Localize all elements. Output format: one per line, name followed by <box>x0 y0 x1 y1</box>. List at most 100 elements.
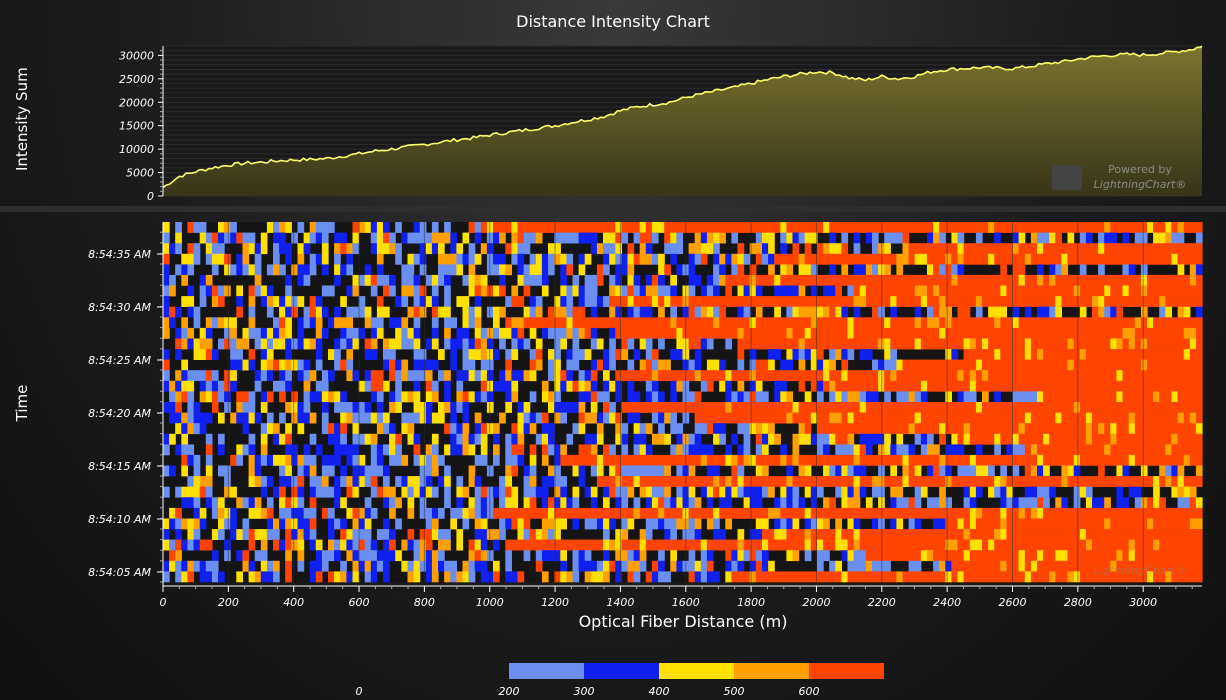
heatmap-cell <box>829 476 836 487</box>
heatmap-cell <box>1153 285 1160 297</box>
heatmap-cell <box>1177 507 1185 519</box>
heatmap-cell <box>1122 264 1130 276</box>
heatmap-cell <box>755 391 763 403</box>
heatmap-cell <box>713 529 720 540</box>
heatmap-cell <box>352 507 360 519</box>
heatmap-cell <box>792 317 800 329</box>
heatmap-cell <box>395 327 402 339</box>
heatmap-cell <box>951 285 959 297</box>
heatmap-cell <box>774 454 781 466</box>
heatmap-cell <box>395 370 402 382</box>
heatmap-cell <box>743 391 751 403</box>
heatmap-cell <box>486 507 494 519</box>
heatmap-cell <box>804 507 812 519</box>
heatmap-cell <box>218 380 225 392</box>
heatmap-cell <box>493 486 500 498</box>
heatmap-cell <box>548 264 555 276</box>
heatmap-cell <box>731 412 739 424</box>
heatmap-cell <box>664 486 671 498</box>
heatmap-cell <box>994 560 1001 572</box>
heatmap-cell <box>560 253 567 265</box>
heatmap-cell <box>181 560 188 572</box>
heatmap-cell <box>615 423 622 435</box>
heatmap-cell <box>804 423 812 435</box>
heatmap-cell <box>370 327 378 339</box>
heatmap-cell <box>468 274 476 286</box>
heatmap-cell <box>328 285 335 297</box>
heatmap-cell <box>291 529 298 540</box>
heatmap-cell <box>896 476 904 487</box>
heatmap-cell <box>1049 264 1056 276</box>
heatmap-cell <box>1079 253 1087 265</box>
heatmap-cell <box>847 222 855 233</box>
heatmap-cell <box>1079 433 1087 445</box>
heatmap-cell <box>676 518 684 530</box>
heatmap-cell <box>798 359 806 371</box>
heatmap-cell <box>914 423 922 435</box>
heatmap-cell <box>370 338 378 350</box>
heatmap-cell <box>1043 402 1050 413</box>
heatmap-cell <box>731 274 739 286</box>
heatmap-cell <box>444 486 451 498</box>
heatmap-cell <box>841 412 849 424</box>
heatmap-cell <box>572 539 580 551</box>
heatmap-cell <box>755 243 763 255</box>
heatmap-cell <box>847 370 855 382</box>
heatmap-cell <box>1098 476 1105 487</box>
heatmap-cell <box>340 433 347 445</box>
heatmap-cell <box>1110 529 1117 540</box>
heatmap-cell <box>1122 497 1130 509</box>
heatmap-cell <box>609 327 616 339</box>
heatmap-cell <box>1067 465 1075 477</box>
heatmap-cell <box>321 507 329 519</box>
heatmap-cell <box>762 243 769 255</box>
heatmap-cell <box>713 518 720 530</box>
heatmap-cell <box>933 264 940 276</box>
heatmap-cell <box>645 486 653 498</box>
heatmap-cell <box>511 497 519 509</box>
heatmap-cell <box>737 476 745 487</box>
heatmap-cell <box>786 571 794 583</box>
heatmap-cell <box>664 539 671 551</box>
heatmap-cell <box>1061 571 1069 583</box>
top-y-tick-label: 15000 <box>119 120 154 133</box>
heatmap-cell <box>688 264 696 276</box>
heatmap-cell <box>957 550 965 562</box>
heatmap-cell <box>621 327 629 339</box>
heatmap-cell <box>755 465 763 477</box>
heatmap-cell <box>743 550 751 562</box>
heatmap-cell <box>425 550 433 562</box>
heatmap-cell <box>1098 423 1105 435</box>
heatmap-cell <box>364 402 372 413</box>
heatmap-cell <box>474 296 482 307</box>
heatmap-cell <box>896 529 904 540</box>
heatmap-cell <box>1134 507 1142 519</box>
heatmap-cell <box>242 550 250 562</box>
heatmap-cell <box>853 529 861 540</box>
heatmap-cell <box>438 550 445 562</box>
heatmap-cell <box>633 560 641 572</box>
heatmap-cell <box>749 264 757 276</box>
heatmap-cell <box>1128 296 1136 307</box>
heatmap-cell <box>413 274 421 286</box>
heatmap-cell <box>737 306 745 318</box>
heatmap-cell <box>835 454 842 466</box>
heatmap-cell <box>1073 359 1081 371</box>
heatmap-cell <box>1043 433 1050 445</box>
heatmap-cell <box>865 274 873 286</box>
heatmap-cell <box>1085 529 1093 540</box>
heatmap-cell <box>737 222 745 233</box>
heatmap-cell <box>982 550 989 562</box>
heatmap-cell <box>859 253 867 265</box>
heatmap-cell <box>664 465 671 477</box>
heatmap-cell <box>639 232 647 244</box>
heatmap-cell <box>951 253 959 265</box>
heatmap-cell <box>810 264 818 276</box>
heatmap-cell <box>706 243 714 255</box>
heatmap-cell <box>810 222 818 233</box>
heatmap-cell <box>688 539 696 551</box>
heatmap-cell <box>1024 402 1032 413</box>
heatmap-cell <box>1177 253 1185 265</box>
heatmap-cell <box>664 518 671 530</box>
heatmap-cell <box>633 507 641 519</box>
